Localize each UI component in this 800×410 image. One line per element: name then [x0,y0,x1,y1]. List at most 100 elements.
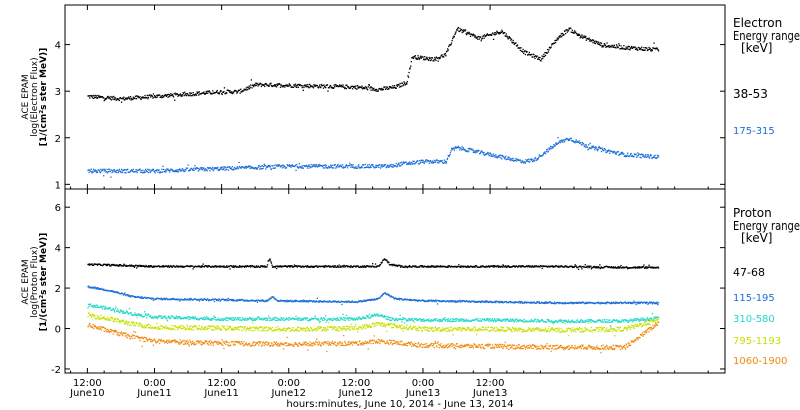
data-point [357,265,359,267]
data-point [426,265,429,267]
data-point [299,166,302,168]
data-point [402,317,404,319]
data-point [252,167,255,169]
data-point [446,266,448,268]
data-point [618,266,620,268]
data-point [400,161,402,163]
data-point [627,46,629,48]
data-point [623,45,625,47]
data-point [387,293,389,295]
data-point [147,172,150,174]
data-point [198,300,200,302]
data-point [454,318,456,320]
data-point [457,26,459,29]
data-point [571,265,573,267]
data-point [115,291,118,293]
data-point [543,55,546,58]
data-point [430,266,432,268]
data-point [559,36,561,38]
data-point [124,169,127,171]
data-point [173,93,175,95]
data-point [119,265,121,267]
data-point [613,267,615,269]
data-point [645,154,647,156]
data-point [435,266,437,268]
data-point [179,317,181,319]
data-point [492,153,495,155]
data-point [455,147,457,150]
data-point [113,95,115,98]
data-point [89,169,91,171]
data-point [205,316,208,318]
data-point [343,266,345,268]
data-point [401,82,403,84]
data-point [322,87,325,89]
data-point [400,319,402,321]
data-point [312,266,315,268]
data-point [275,267,278,270]
data-point [601,45,604,47]
data-point [170,317,172,319]
data-point [398,163,400,166]
data-point [477,38,479,40]
data-point [532,302,534,304]
data-point [495,302,497,304]
data-point [432,162,434,164]
data-point [143,316,145,318]
data-point [315,300,317,302]
data-point [532,160,534,162]
data-point [298,317,300,319]
data-point [640,154,642,156]
data-point [104,308,106,310]
data-point [589,266,591,269]
data-point [150,315,152,317]
data-point [508,36,510,38]
data-point [527,160,529,163]
data-point [568,302,571,304]
data-point [221,93,223,96]
data-point [112,264,114,266]
data-point [631,155,633,157]
data-point [235,317,237,319]
data-point [344,87,346,89]
data-point [269,317,271,319]
data-point [375,164,377,166]
data-point [364,266,366,268]
data-point [604,149,606,151]
data-point [279,300,282,302]
data-point [485,265,487,267]
data-point [313,266,316,268]
data-point [629,153,632,155]
data-point [258,317,260,319]
data-point [367,164,369,166]
data-point [417,300,419,302]
data-point [533,160,535,162]
data-point [605,151,608,154]
data-point [487,154,490,156]
data-point [629,302,631,304]
data-point [605,302,607,304]
data-point [657,50,660,52]
data-point [513,265,515,267]
data-point [450,301,453,303]
data-point [200,168,203,170]
data-point [571,31,573,33]
data-point [314,163,316,166]
data-point [363,299,365,301]
data-point [548,148,551,151]
data-point [542,154,544,157]
data-point [499,265,501,267]
data-point [571,29,573,31]
data-point [447,265,449,267]
data-point [442,300,444,303]
data-point [269,317,271,320]
data-point [337,300,340,302]
data-point [149,94,151,96]
data-point [249,265,251,267]
data-point [638,153,641,155]
data-point [574,142,576,144]
data-point [628,46,631,48]
data-point [307,86,309,88]
data-point [359,301,361,303]
data-point [459,318,461,320]
